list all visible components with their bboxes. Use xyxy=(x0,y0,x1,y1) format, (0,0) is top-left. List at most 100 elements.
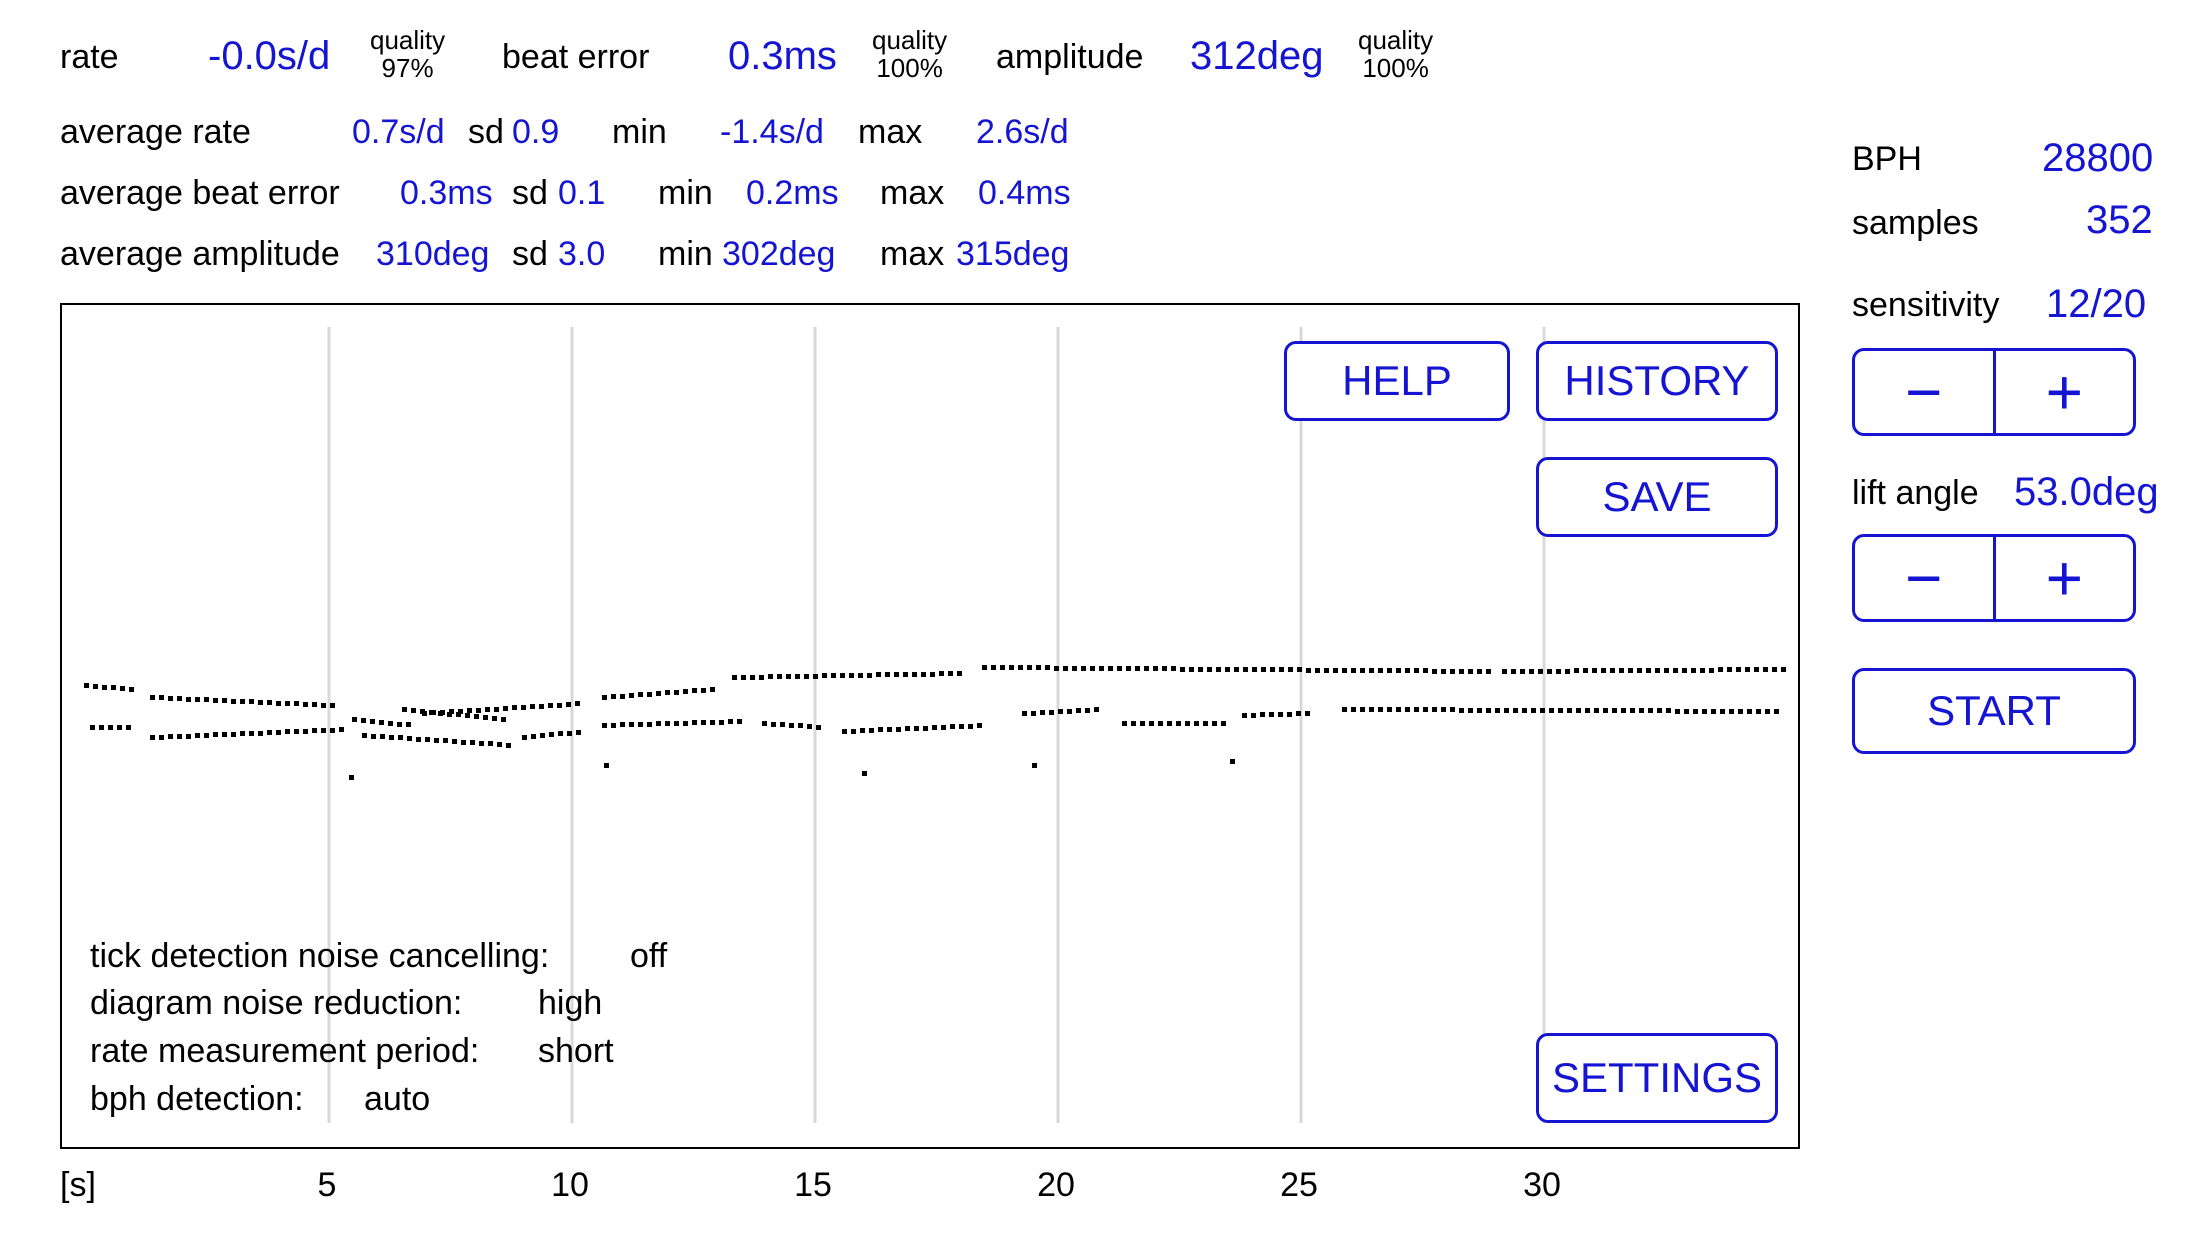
average-amplitude-value: 310deg xyxy=(376,235,490,273)
settings-button[interactable]: SETTINGS xyxy=(1536,1033,1778,1123)
trace-dot xyxy=(1018,665,1023,670)
trace-dot xyxy=(1646,668,1651,673)
trace-dot xyxy=(894,672,899,677)
average-amplitude-sd-label: sd xyxy=(512,235,548,273)
average-amplitude-max: 315deg xyxy=(956,235,1070,273)
trace-dot xyxy=(665,690,670,695)
trace-dot xyxy=(656,691,661,696)
average-rate-max-label: max xyxy=(858,113,923,151)
trace-dot xyxy=(476,708,481,713)
trace-dot xyxy=(1538,669,1543,674)
trace-dot xyxy=(539,704,544,709)
average-rate-max: 2.6s/d xyxy=(976,113,1069,151)
trace-dot xyxy=(737,719,742,724)
trace-dot xyxy=(732,675,737,680)
beat-error-quality-value: 100% xyxy=(876,53,943,83)
trace-dot xyxy=(231,699,236,704)
trace-dot xyxy=(728,719,733,724)
trace-dot xyxy=(620,694,625,699)
trace-dot xyxy=(557,703,562,708)
trace-dot xyxy=(849,673,854,678)
trace-dot xyxy=(1520,669,1525,674)
trace-dot xyxy=(1279,667,1284,672)
period-label: rate measurement period: xyxy=(90,1032,480,1070)
trace-dot xyxy=(665,721,670,726)
trace-dot xyxy=(371,734,376,739)
lift-angle-minus-button[interactable]: − xyxy=(1855,537,1996,619)
trace-dot xyxy=(213,698,218,703)
trace-dot xyxy=(204,697,209,702)
trace-dot xyxy=(950,724,955,729)
x-tick-30: 30 xyxy=(1523,1166,1561,1204)
trace-dot xyxy=(303,702,308,707)
trace-dot xyxy=(1648,708,1653,713)
trace-dot xyxy=(1185,721,1190,726)
save-button[interactable]: SAVE xyxy=(1536,457,1778,537)
trace-dot xyxy=(1441,707,1446,712)
trace-dot xyxy=(530,704,535,709)
trace-dot xyxy=(388,721,393,726)
trace-dot xyxy=(1772,667,1777,672)
trace-dot xyxy=(521,705,526,710)
sensitivity-minus-button[interactable]: − xyxy=(1855,351,1996,433)
lift-angle-plus-button[interactable]: + xyxy=(2045,542,2083,614)
trace-dot xyxy=(575,701,580,706)
trace-dot xyxy=(1203,721,1208,726)
trace-dot xyxy=(683,689,688,694)
trace-dot xyxy=(1736,667,1741,672)
trace-dot xyxy=(93,684,98,689)
trace-dot xyxy=(150,695,155,700)
trace-dot xyxy=(1414,668,1419,673)
trace-dot xyxy=(968,724,973,729)
trace-dot xyxy=(638,692,643,697)
sensitivity-plus-button[interactable]: + xyxy=(2045,356,2083,428)
trace-dot xyxy=(1700,668,1705,673)
trace-dot xyxy=(1711,709,1716,714)
trace-dot xyxy=(416,737,421,742)
trace-dot xyxy=(1333,668,1338,673)
amplitude-quality: quality 100% xyxy=(1358,26,1433,82)
history-button[interactable]: HISTORY xyxy=(1536,341,1778,421)
trace-dot xyxy=(1369,668,1374,673)
start-button[interactable]: START xyxy=(1852,668,2136,754)
help-button[interactable]: HELP xyxy=(1284,341,1510,421)
sensitivity-stepper: − + xyxy=(1852,348,2136,436)
trace-dot xyxy=(1090,666,1095,671)
x-tick-10: 10 xyxy=(551,1166,589,1204)
trace-dot xyxy=(1486,708,1491,713)
trace-dot xyxy=(780,722,785,727)
trace-dot xyxy=(1288,667,1293,672)
rate-quality-label: quality xyxy=(370,25,446,55)
period-value: short xyxy=(538,1032,614,1070)
x-tick-20: 20 xyxy=(1037,1166,1075,1204)
trace-dot xyxy=(1306,668,1311,673)
trace-dot xyxy=(932,725,937,730)
trace-dot xyxy=(1131,721,1136,726)
trace-dot xyxy=(1774,709,1779,714)
trace-dot xyxy=(896,727,901,732)
trace-dot xyxy=(719,720,724,725)
trace-dot xyxy=(1612,708,1617,713)
trace-dot xyxy=(1666,708,1671,713)
trace-dot xyxy=(420,709,425,714)
trace-dot xyxy=(1432,707,1437,712)
trace-dot xyxy=(1628,668,1633,673)
trace-dot xyxy=(1621,708,1626,713)
trace-dot xyxy=(1261,667,1266,672)
trace-dot xyxy=(1547,669,1552,674)
trace-dot xyxy=(1585,708,1590,713)
x-tick-5: 5 xyxy=(317,1166,337,1204)
trace-dot xyxy=(1216,667,1221,672)
trace-dot xyxy=(195,733,200,738)
trace-dot xyxy=(701,688,706,693)
trace-dot xyxy=(1027,665,1032,670)
trace-dot xyxy=(629,722,634,727)
trace-dot xyxy=(512,705,517,710)
trace-dot xyxy=(1601,668,1606,673)
trace-dot xyxy=(362,733,367,738)
trace-dot xyxy=(1727,667,1732,672)
trace-dot xyxy=(267,730,272,735)
trace-dot xyxy=(195,697,200,702)
rate-quality-value: 97% xyxy=(381,53,434,83)
trace-dot xyxy=(159,695,164,700)
